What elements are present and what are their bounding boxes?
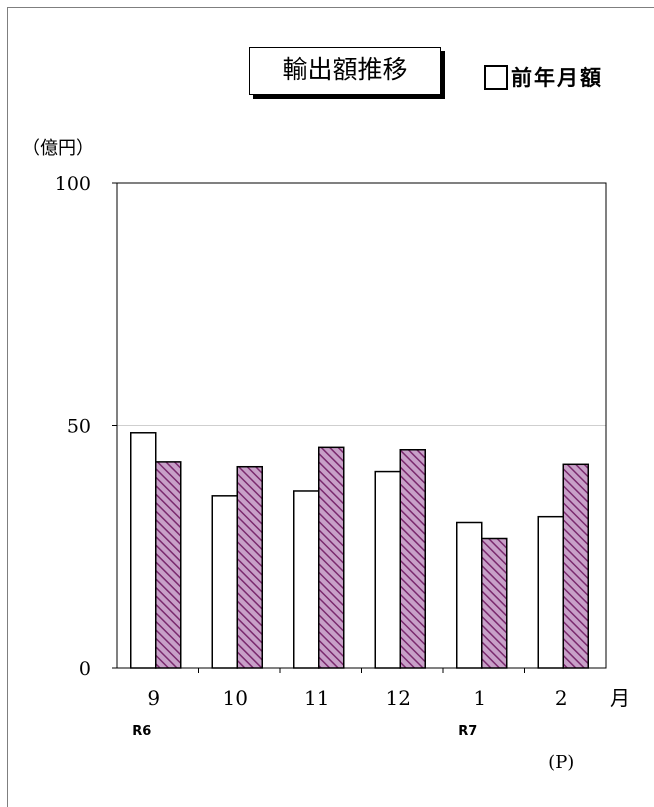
- chart-title: 輸出額推移: [249, 47, 441, 95]
- x-tick-label: 2: [555, 686, 568, 710]
- bar-prev-year: [293, 490, 320, 669]
- legend-swatch-prev-year: [484, 64, 508, 90]
- y-tick-label: 100: [55, 173, 91, 195]
- x-tick-label: 11: [304, 686, 329, 710]
- y-tick-label: 50: [67, 416, 91, 438]
- bar-current: [155, 461, 182, 669]
- x-tick-label: 9: [147, 686, 160, 710]
- bar-prev-year: [130, 432, 157, 669]
- month-suffix-label: 月: [610, 686, 630, 710]
- bar-current: [481, 537, 508, 669]
- bar-prev-year: [374, 470, 401, 669]
- x-tick-label: 12: [386, 686, 411, 710]
- era-label: R6: [132, 724, 151, 739]
- y-axis-unit-label: （億円）: [22, 138, 94, 159]
- y-tick-label: 0: [79, 658, 91, 680]
- era-label: R7: [458, 724, 477, 739]
- bar-prev-year: [456, 521, 483, 669]
- chart-frame: [7, 7, 654, 807]
- bar-current: [562, 463, 589, 669]
- bar-current: [236, 465, 263, 669]
- bar-current: [399, 449, 426, 669]
- legend: 前年月額: [484, 62, 603, 92]
- bar-prev-year: [211, 495, 238, 669]
- bar-prev-year: [537, 515, 564, 669]
- bar-current: [318, 446, 345, 669]
- x-tick-label: 10: [223, 686, 248, 710]
- preliminary-note: (P): [548, 752, 574, 773]
- legend-label-prev-year: 前年月額: [511, 66, 603, 90]
- x-tick-label: 1: [473, 686, 486, 710]
